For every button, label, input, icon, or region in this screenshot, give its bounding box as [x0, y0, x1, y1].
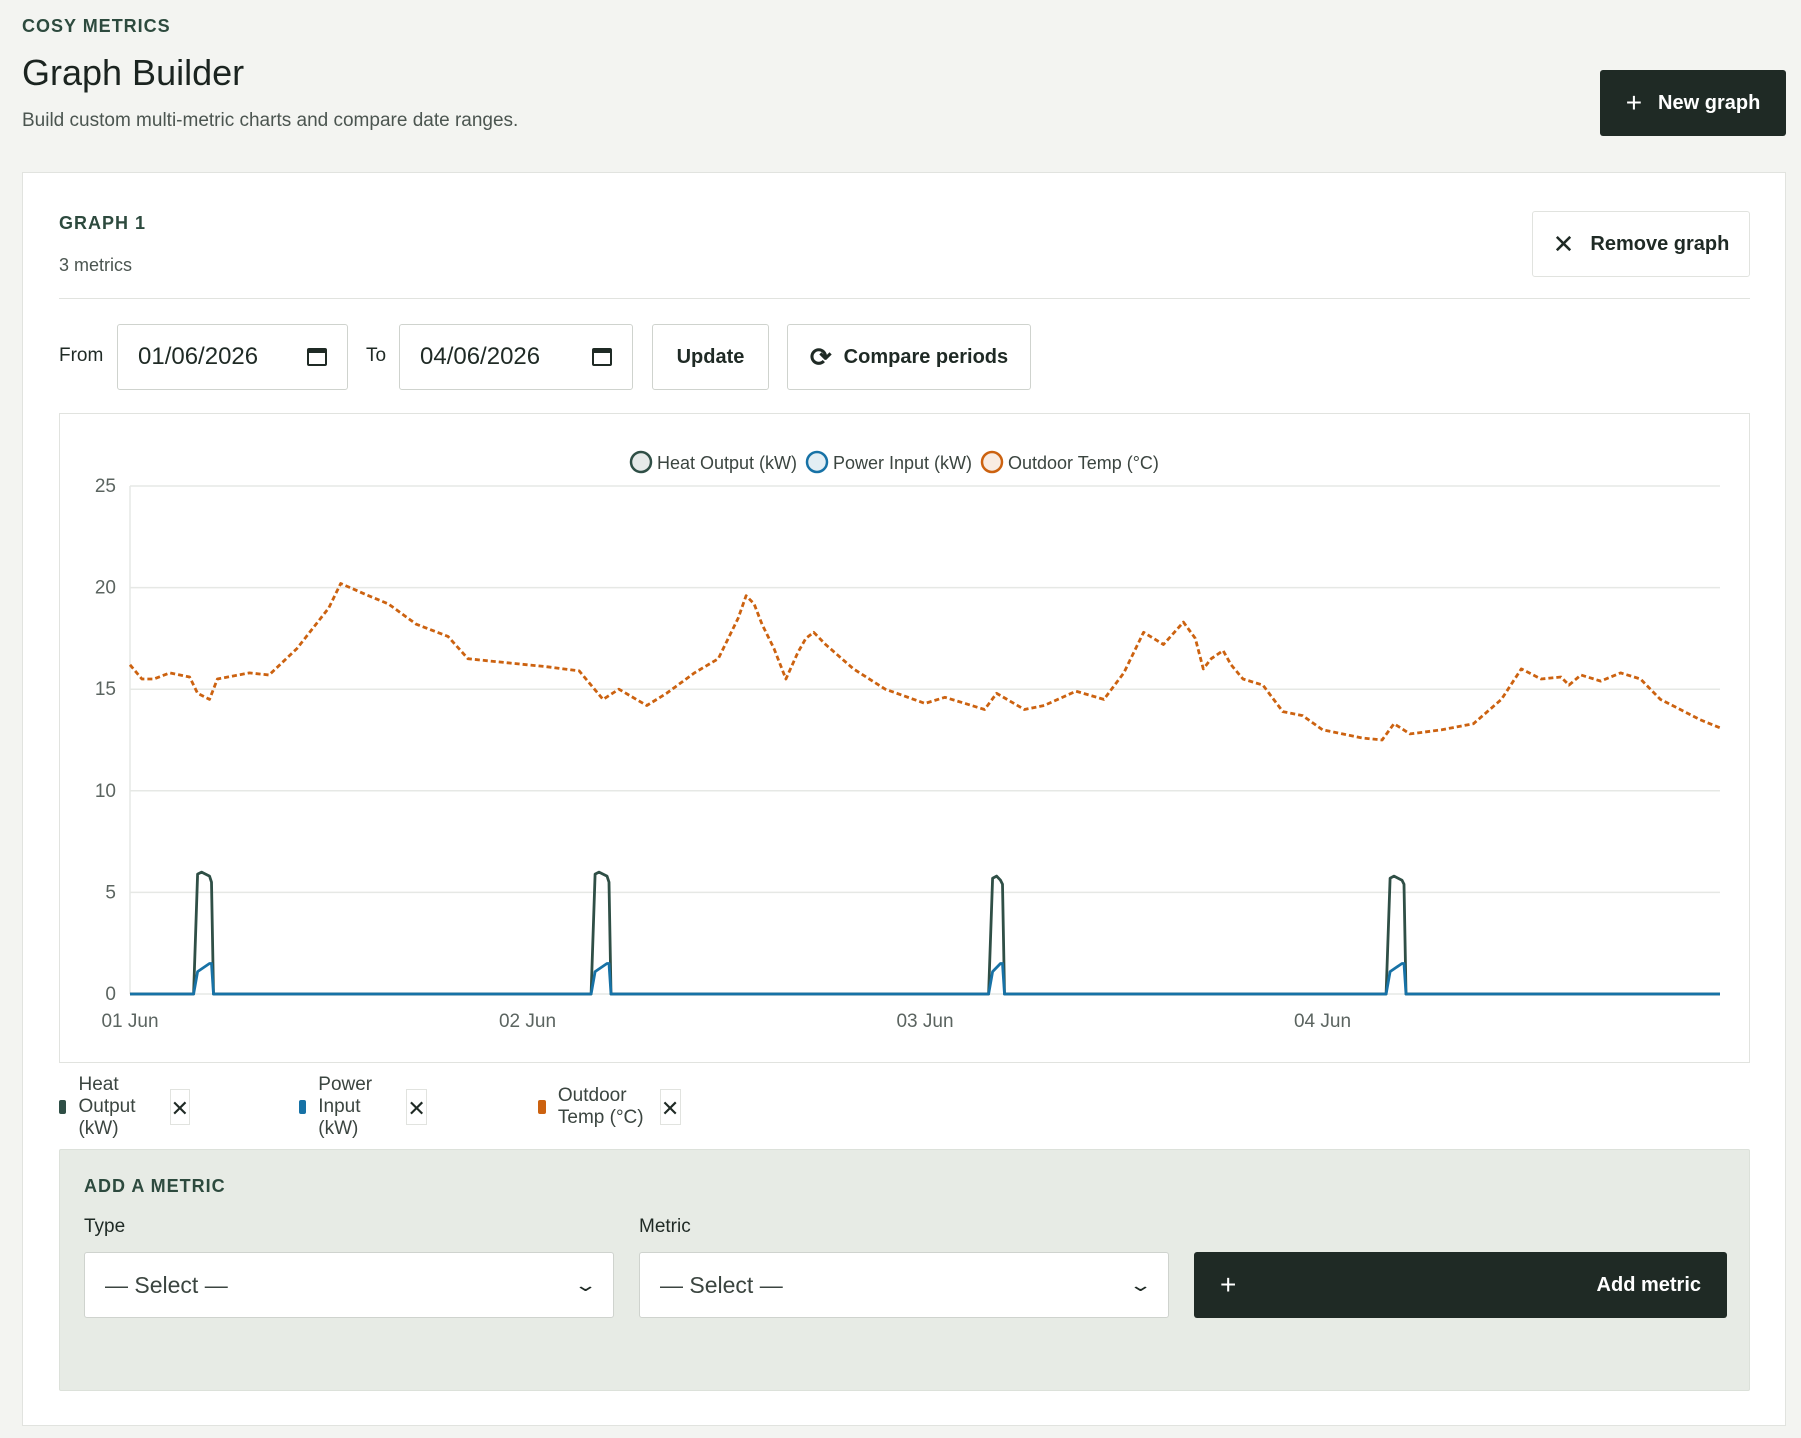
x-tick-label: 01 Jun: [101, 1011, 158, 1032]
from-date-input[interactable]: 01/06/2026: [117, 324, 348, 390]
line-chart: 0 5 10 15 20 25 01 Jun 02 Jun 03 Jun 04 Jun Heat O…: [95, 450, 1721, 1032]
y-tick-label: 10: [95, 781, 116, 802]
from-label: From: [59, 345, 104, 366]
to-date-value: 04/06/2026: [420, 343, 541, 370]
metric-chip-outdoor-temp: Outdoor Temp (°C) ✕: [538, 1085, 681, 1128]
x-tick-label: 04 Jun: [1294, 1011, 1351, 1032]
remove-graph-label: Remove graph: [1590, 232, 1730, 255]
type-select-value: — Select —: [105, 1271, 228, 1298]
new-graph-button[interactable]: + New graph: [1600, 70, 1786, 136]
graph-card: GRAPH 1 3 metrics ✕ Remove graph From 01…: [22, 172, 1786, 1426]
x-tick-label: 03 Jun: [896, 1011, 953, 1032]
add-metric-panel: ADD A METRIC Type — Select — ⌄ Metric — …: [59, 1149, 1750, 1391]
metric-chip-heat-output: Heat Output (kW) ✕: [59, 1074, 191, 1139]
metric-chip-label: Power Input (kW): [318, 1074, 373, 1139]
close-icon: ✕: [1552, 229, 1575, 259]
legend-marker: [805, 450, 829, 474]
compare-periods-button[interactable]: ⟳ Compare periods: [787, 324, 1031, 390]
legend-marker: [629, 450, 653, 474]
series-line-0: [130, 870, 1720, 996]
chart-container: 0 5 10 15 20 25 01 Jun 02 Jun 03 Jun 04 Jun Heat O…: [59, 413, 1750, 1063]
update-button[interactable]: Update: [652, 324, 769, 390]
to-label: To: [366, 345, 387, 366]
add-metric-title: ADD A METRIC: [84, 1176, 226, 1196]
remove-metric-icon[interactable]: ✕: [169, 1089, 191, 1125]
divider: [59, 298, 1750, 299]
to-date-input[interactable]: 04/06/2026: [399, 324, 633, 390]
calendar-icon[interactable]: [592, 348, 612, 366]
from-date-value: 01/06/2026: [138, 343, 259, 370]
legend-label: Heat Output (kW): [657, 453, 797, 473]
metric-chip-label: Outdoor Temp (°C): [557, 1085, 644, 1128]
heat-output-swatch: [59, 1100, 67, 1114]
y-tick-label: 5: [105, 882, 116, 903]
y-tick-label: 20: [95, 578, 116, 599]
legend-marker: [980, 450, 1004, 474]
brand-name: COSY METRICS: [22, 16, 171, 36]
metric-count: 3 metrics: [59, 255, 133, 275]
type-label: Type: [84, 1216, 126, 1237]
legend-label: Power Input (kW): [833, 453, 972, 473]
chevron-down-icon: ⌄: [1128, 1274, 1153, 1295]
remove-graph-button[interactable]: ✕ Remove graph: [1532, 211, 1750, 277]
metric-label: Metric: [639, 1216, 691, 1237]
compare-periods-label: Compare periods: [843, 345, 1009, 368]
page-subtitle: Build custom multi-metric charts and com…: [22, 110, 519, 131]
legend-label: Outdoor Temp (°C): [1008, 453, 1159, 473]
add-metric-button[interactable]: + Add metric: [1194, 1252, 1727, 1318]
page-title: Graph Builder: [22, 52, 245, 93]
series-line-2: [128, 582, 1721, 742]
add-metric-label: Add metric: [1596, 1273, 1701, 1296]
x-tick-label: 02 Jun: [499, 1011, 556, 1032]
series-line-1: [130, 962, 1720, 996]
new-graph-label: New graph: [1658, 91, 1761, 114]
remove-metric-icon[interactable]: ✕: [659, 1089, 681, 1125]
metric-select-value: — Select —: [660, 1271, 783, 1298]
remove-metric-icon[interactable]: ✕: [406, 1089, 427, 1125]
type-select[interactable]: — Select — ⌄: [84, 1252, 614, 1318]
metric-select[interactable]: — Select — ⌄: [639, 1252, 1169, 1318]
y-tick-label: 15: [95, 679, 116, 700]
calendar-icon[interactable]: [307, 348, 327, 366]
plus-icon: +: [1220, 1269, 1237, 1300]
y-tick-label: 25: [95, 476, 116, 497]
chevron-down-icon: ⌄: [573, 1274, 598, 1295]
metric-chip-label: Heat Output (kW): [78, 1074, 136, 1139]
outdoor-temp-swatch: [538, 1100, 546, 1114]
plus-icon: +: [1625, 87, 1643, 118]
metric-chip-power-input: Power Input (kW) ✕: [299, 1074, 427, 1139]
power-input-swatch: [299, 1100, 307, 1114]
refresh-icon: ⟳: [809, 342, 832, 372]
update-label: Update: [676, 345, 745, 368]
y-tick-label: 0: [105, 984, 116, 1005]
graph-label: GRAPH 1: [59, 213, 147, 233]
